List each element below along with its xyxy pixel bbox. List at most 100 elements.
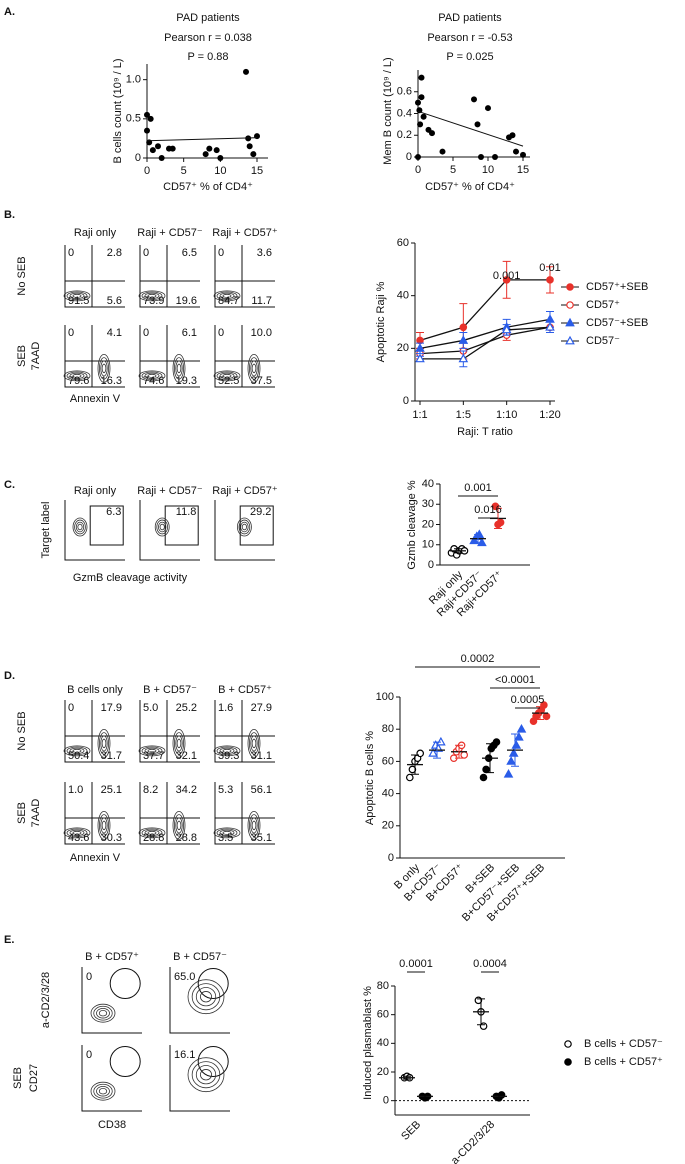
x-tick-label: a-CD2/3/28 — [449, 1119, 497, 1164]
contour — [191, 1061, 221, 1089]
plot-frame — [214, 500, 275, 561]
contour — [248, 732, 260, 755]
contour — [138, 290, 166, 302]
plot-frame — [64, 325, 125, 388]
error-bar — [536, 706, 544, 721]
point — [158, 155, 165, 161]
point — [546, 276, 554, 284]
contour — [173, 814, 185, 837]
point — [169, 145, 176, 152]
quadrant-value: 5.3 — [218, 784, 233, 796]
error-bar — [411, 754, 419, 775]
plot-frame — [64, 782, 125, 845]
row-label: SEB — [16, 802, 28, 824]
point — [492, 738, 501, 746]
point — [149, 147, 156, 154]
contour — [222, 748, 232, 753]
contour — [247, 729, 261, 758]
quadrant-value: 39.3 — [218, 750, 239, 762]
error-bar — [477, 998, 485, 1026]
contour — [74, 519, 86, 535]
point — [405, 773, 414, 782]
y-tick-label: 80 — [377, 980, 389, 992]
annotation: 0.0005 — [511, 694, 545, 706]
contour — [222, 293, 232, 298]
quadrant-value: 10.0 — [251, 327, 272, 339]
quadrant-value: 3.6 — [257, 247, 272, 259]
y-tick-label: 60 — [382, 755, 394, 767]
point — [545, 322, 555, 331]
plot-frame — [139, 700, 200, 763]
contour — [100, 817, 108, 834]
point — [417, 121, 424, 128]
y-axis-label: B cells count (10⁹ / L) — [112, 59, 124, 164]
y-tick-label: 40 — [397, 290, 409, 302]
contour — [97, 353, 111, 383]
y-axis-label: Gzmb cleavage % — [406, 480, 418, 569]
column-title: B cells only — [67, 684, 123, 696]
contour — [216, 371, 238, 381]
contour — [191, 983, 221, 1011]
point — [458, 353, 469, 363]
row-label: No SEB — [16, 711, 28, 750]
y-tick-label: 0.2 — [397, 129, 412, 141]
y-tick-label: 0 — [383, 1095, 389, 1107]
point — [459, 323, 468, 332]
y-tick-label: 0.4 — [397, 107, 412, 119]
contour — [141, 371, 163, 381]
quadrant-value: 19.6 — [176, 295, 197, 307]
contour — [138, 827, 166, 839]
contour — [222, 373, 232, 378]
panel-label: C. — [4, 479, 15, 491]
y-tick-label: 30 — [422, 498, 434, 510]
plot-frame — [64, 500, 125, 561]
contour — [98, 814, 110, 837]
contour — [97, 811, 111, 840]
quadrant-value: 2.8 — [107, 247, 122, 259]
series-line — [419, 326, 551, 355]
contour — [219, 292, 235, 299]
column-title: Raji + CD57⁺ — [212, 227, 278, 239]
annotation: 0.0001 — [399, 958, 433, 970]
error-bar — [454, 548, 462, 554]
column-title: B + CD57⁻ — [173, 951, 227, 963]
point — [418, 74, 425, 81]
contour — [154, 517, 170, 537]
plot-frame — [214, 245, 275, 308]
contour — [77, 523, 83, 531]
gate — [109, 1046, 141, 1077]
contour — [63, 745, 91, 757]
contour — [141, 746, 163, 756]
y-tick-label: 1.0 — [126, 74, 141, 86]
fit-line — [417, 110, 524, 147]
contour — [172, 353, 186, 383]
point — [485, 105, 491, 112]
point — [496, 518, 505, 527]
contour — [187, 1057, 225, 1093]
legend-marker — [564, 1058, 572, 1066]
plot-frame — [169, 967, 230, 1034]
plot-frame — [139, 325, 200, 388]
error-bar — [433, 741, 441, 759]
gate — [109, 968, 141, 999]
plot-frame — [64, 700, 125, 763]
contour — [96, 1007, 110, 1019]
point — [246, 143, 253, 150]
plot-frame — [169, 1045, 230, 1112]
y-tick-label: 60 — [377, 1009, 389, 1021]
contour — [141, 828, 163, 838]
point — [415, 99, 421, 106]
contour — [147, 293, 157, 298]
y-axis-label: CD27 — [28, 1064, 40, 1092]
series-line — [419, 318, 551, 349]
contour — [141, 291, 163, 301]
y-axis-label: Target label — [40, 502, 52, 559]
contour — [200, 1069, 212, 1081]
contour — [195, 987, 217, 1007]
contour — [213, 290, 241, 302]
x-tick-label: 1:5 — [456, 409, 471, 421]
gate — [197, 1046, 229, 1077]
error-bar — [511, 733, 519, 767]
error-bar — [495, 1094, 503, 1099]
quadrant-value: 56.1 — [251, 784, 272, 796]
